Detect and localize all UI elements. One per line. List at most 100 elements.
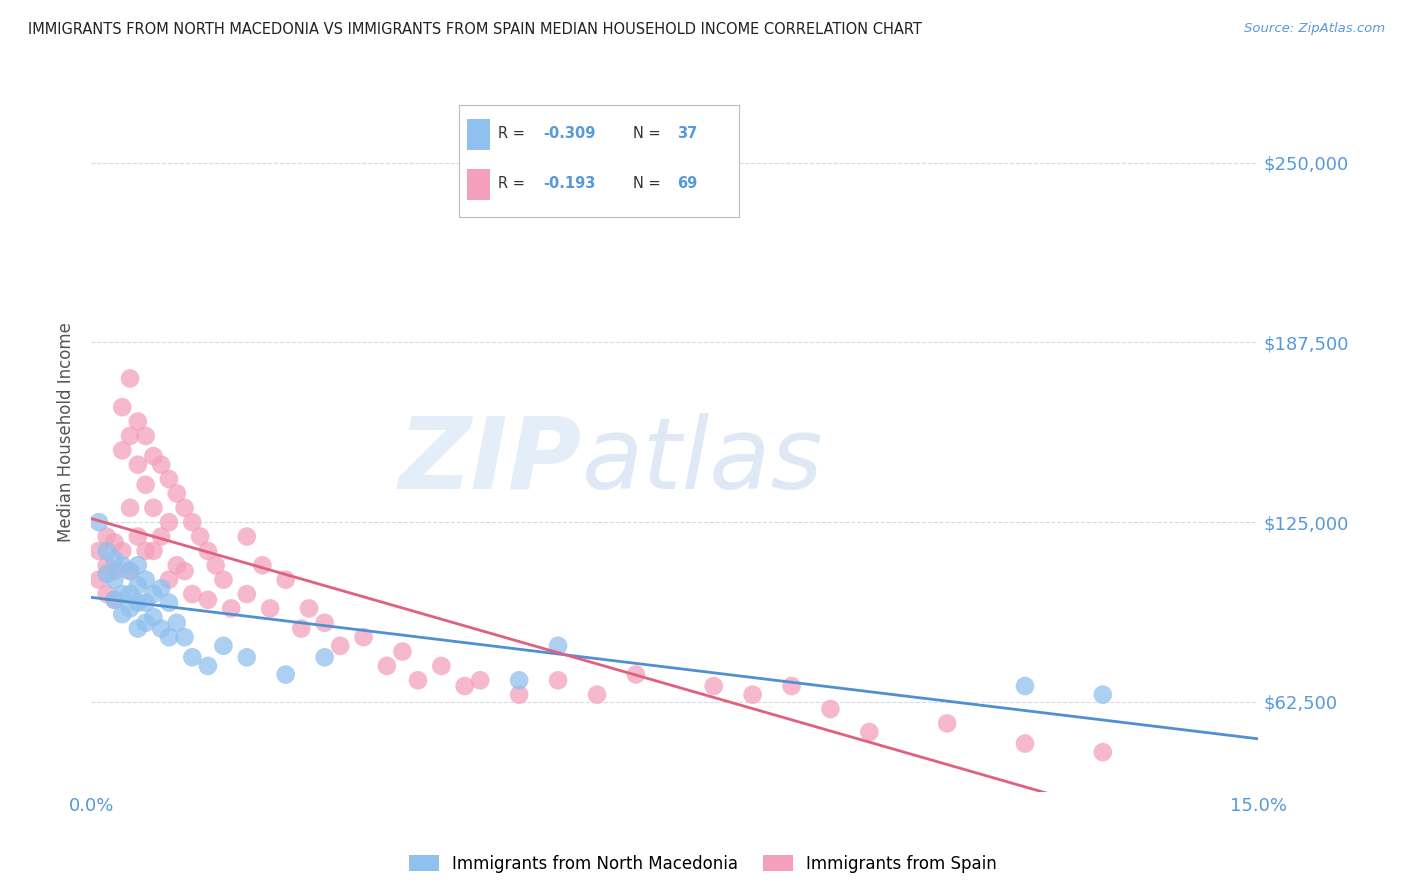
Point bbox=[127, 458, 149, 472]
Point bbox=[298, 601, 321, 615]
Point bbox=[135, 478, 157, 492]
Point bbox=[470, 673, 492, 688]
Point bbox=[103, 592, 125, 607]
Point bbox=[212, 639, 235, 653]
Point bbox=[173, 564, 195, 578]
Point bbox=[142, 500, 165, 515]
Point bbox=[111, 400, 134, 414]
Point bbox=[454, 679, 477, 693]
Point bbox=[87, 573, 110, 587]
Point bbox=[103, 592, 125, 607]
Point bbox=[547, 639, 569, 653]
Point bbox=[120, 429, 142, 443]
Point bbox=[197, 659, 219, 673]
Point bbox=[181, 515, 204, 529]
Point bbox=[624, 667, 647, 681]
Point bbox=[858, 725, 880, 739]
Point bbox=[150, 458, 173, 472]
Point bbox=[314, 650, 336, 665]
Point bbox=[142, 544, 165, 558]
Point bbox=[586, 688, 609, 702]
Point bbox=[181, 587, 204, 601]
Point bbox=[103, 535, 125, 549]
Point bbox=[96, 544, 118, 558]
Point bbox=[111, 443, 134, 458]
Point bbox=[96, 530, 118, 544]
Point bbox=[508, 673, 530, 688]
Point bbox=[127, 578, 149, 592]
Point bbox=[111, 607, 134, 622]
Point bbox=[204, 558, 226, 573]
Text: atlas: atlas bbox=[582, 413, 823, 509]
Point bbox=[1014, 737, 1036, 751]
Point bbox=[120, 601, 142, 615]
Point bbox=[127, 415, 149, 429]
Point bbox=[120, 371, 142, 385]
Point bbox=[259, 601, 281, 615]
Point bbox=[135, 596, 157, 610]
Point bbox=[103, 552, 125, 566]
Y-axis label: Median Household Income: Median Household Income bbox=[58, 322, 75, 542]
Point bbox=[127, 622, 149, 636]
Point bbox=[142, 587, 165, 601]
Point bbox=[150, 622, 173, 636]
Point bbox=[111, 558, 134, 573]
Point bbox=[314, 615, 336, 630]
Point bbox=[135, 573, 157, 587]
Point bbox=[1091, 688, 1114, 702]
Point bbox=[157, 472, 180, 486]
Point bbox=[1014, 679, 1036, 693]
Point bbox=[375, 659, 398, 673]
Point bbox=[157, 596, 180, 610]
Point bbox=[188, 530, 211, 544]
Point bbox=[820, 702, 842, 716]
Point bbox=[150, 582, 173, 596]
Point bbox=[87, 515, 110, 529]
Point bbox=[353, 630, 375, 644]
Point bbox=[96, 566, 118, 581]
Point bbox=[127, 558, 149, 573]
Text: IMMIGRANTS FROM NORTH MACEDONIA VS IMMIGRANTS FROM SPAIN MEDIAN HOUSEHOLD INCOME: IMMIGRANTS FROM NORTH MACEDONIA VS IMMIG… bbox=[28, 22, 922, 37]
Point bbox=[87, 544, 110, 558]
Point bbox=[290, 622, 312, 636]
Point bbox=[127, 596, 149, 610]
Point bbox=[741, 688, 763, 702]
Point bbox=[197, 592, 219, 607]
Point bbox=[173, 500, 195, 515]
Point bbox=[103, 573, 125, 587]
Text: Source: ZipAtlas.com: Source: ZipAtlas.com bbox=[1244, 22, 1385, 36]
Point bbox=[142, 449, 165, 463]
Point bbox=[135, 615, 157, 630]
Point bbox=[120, 564, 142, 578]
Point bbox=[236, 650, 259, 665]
Point bbox=[111, 544, 134, 558]
Point bbox=[142, 610, 165, 624]
Point bbox=[166, 486, 188, 500]
Point bbox=[252, 558, 274, 573]
Text: ZIP: ZIP bbox=[398, 413, 582, 509]
Point bbox=[96, 558, 118, 573]
Point bbox=[197, 544, 219, 558]
Point bbox=[157, 573, 180, 587]
Point bbox=[508, 688, 530, 702]
Point bbox=[150, 530, 173, 544]
Point bbox=[120, 500, 142, 515]
Point bbox=[936, 716, 959, 731]
Point bbox=[181, 650, 204, 665]
Point bbox=[103, 564, 125, 578]
Point bbox=[127, 530, 149, 544]
Point bbox=[120, 587, 142, 601]
Point bbox=[1091, 745, 1114, 759]
Point bbox=[157, 515, 180, 529]
Point bbox=[120, 564, 142, 578]
Point bbox=[430, 659, 453, 673]
Point bbox=[111, 587, 134, 601]
Point bbox=[166, 558, 188, 573]
Point bbox=[780, 679, 803, 693]
Point bbox=[274, 667, 297, 681]
Point bbox=[173, 630, 195, 644]
Point bbox=[135, 544, 157, 558]
Point bbox=[406, 673, 429, 688]
Point bbox=[96, 587, 118, 601]
Point bbox=[157, 630, 180, 644]
